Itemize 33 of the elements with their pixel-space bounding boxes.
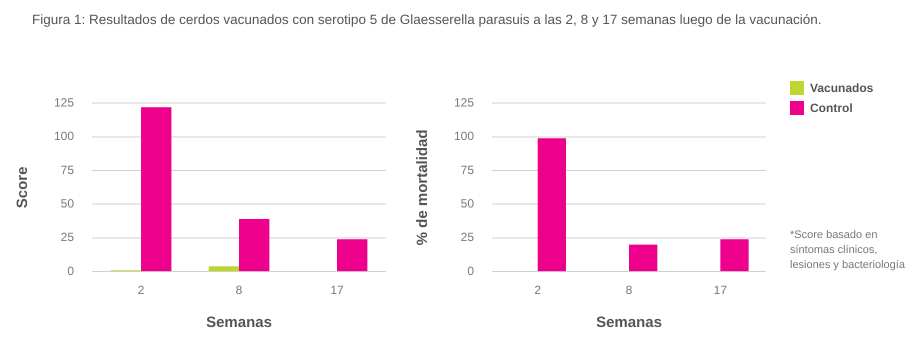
y-tick-label: 75 — [60, 162, 74, 177]
y-tick-label: 50 — [60, 196, 74, 211]
y-axis-title: Score — [14, 166, 32, 208]
x-tick-label: 2 — [138, 283, 145, 298]
bar — [141, 107, 172, 272]
y-axis-title: % de mortalidad — [414, 129, 432, 246]
y-tick-label: 75 — [460, 162, 474, 177]
y-tick-label: 125 — [54, 96, 74, 110]
legend-label: Vacunados — [810, 81, 874, 95]
y-tick-label: 100 — [54, 129, 74, 144]
bar — [538, 138, 566, 272]
bar — [720, 239, 749, 272]
bar — [337, 239, 368, 272]
text: Figura 1: Resultados de cerdos vacunados con serotipo 5 de Glaesserella parasuis a las 2, 8 y 17 semanas luego de la vacunación. — [32, 11, 822, 29]
y-tick-label: 0 — [467, 264, 474, 278]
x-axis-title: Semanas — [596, 314, 662, 332]
y-tick-label: 25 — [460, 230, 474, 244]
legend-label: Control — [810, 101, 853, 115]
bar — [208, 266, 240, 272]
x-tick-label: 8 — [626, 283, 633, 298]
y-tick-label: 125 — [454, 96, 474, 110]
bar — [239, 219, 270, 272]
x-tick-label: 8 — [236, 283, 243, 298]
y-tick-label: 25 — [60, 230, 74, 244]
x-axis-title: Semanas — [206, 314, 272, 332]
y-tick-label: 0 — [67, 264, 74, 278]
y-tick-label: 100 — [454, 129, 474, 144]
bar — [629, 244, 658, 272]
text: *Score basado en síntomas clínicos, lesiones y bacteriología — [790, 228, 906, 273]
x-tick-label: 17 — [714, 283, 728, 298]
x-tick-label: 17 — [330, 283, 344, 298]
x-tick-label: 2 — [534, 283, 542, 298]
y-tick-label: 50 — [460, 196, 474, 211]
